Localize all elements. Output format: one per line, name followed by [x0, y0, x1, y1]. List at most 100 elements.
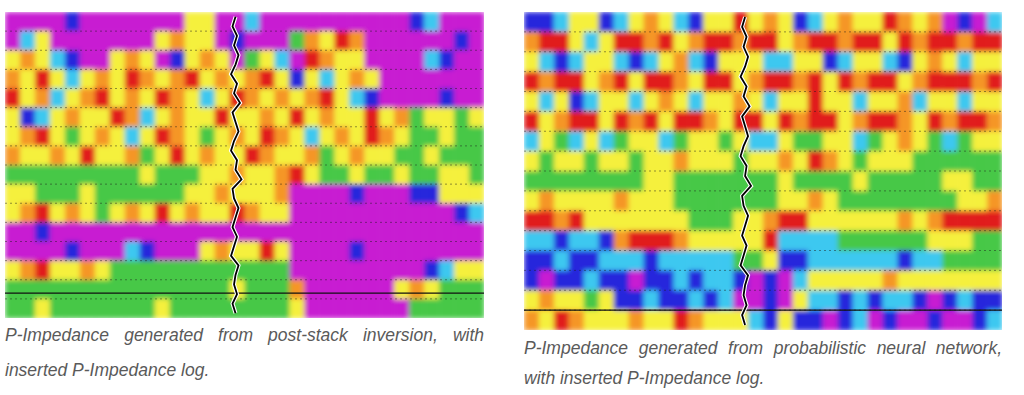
cell [927, 251, 943, 271]
cell [259, 12, 275, 32]
cell [5, 222, 21, 242]
cell [808, 310, 824, 330]
cell [394, 242, 410, 262]
grid-line [5, 69, 484, 70]
cell [703, 52, 719, 72]
plot-area [524, 12, 1002, 330]
cell [125, 261, 141, 281]
cell [868, 290, 884, 310]
cell [349, 280, 365, 300]
cell [942, 191, 958, 211]
cell [65, 146, 81, 166]
cell [110, 261, 126, 281]
cell [65, 50, 81, 70]
cell [125, 69, 141, 89]
cell [20, 12, 36, 32]
cell [883, 231, 899, 251]
cell [140, 261, 156, 281]
cell [912, 111, 928, 131]
cell [823, 111, 839, 131]
cell [823, 251, 839, 271]
cell [838, 92, 854, 112]
cell [364, 50, 380, 70]
cell [349, 146, 365, 166]
cell [644, 290, 660, 310]
cell [50, 184, 66, 204]
cell [718, 231, 734, 251]
cell [838, 310, 854, 330]
cell [987, 171, 1002, 191]
cell [718, 171, 734, 191]
cell [289, 127, 305, 147]
cell [838, 191, 854, 211]
cell [409, 12, 425, 32]
cell [808, 111, 824, 131]
cell [629, 191, 645, 211]
cell [379, 261, 395, 281]
cell [539, 171, 555, 191]
cell [110, 165, 126, 185]
cell [409, 127, 425, 147]
cell [793, 171, 809, 191]
cell [50, 50, 66, 70]
cell [987, 290, 1002, 310]
cell [454, 31, 470, 51]
cell [110, 184, 126, 204]
cell [110, 69, 126, 89]
cell [868, 270, 884, 290]
cell [942, 270, 958, 290]
cell [125, 203, 141, 223]
cell [823, 52, 839, 72]
cell [454, 242, 470, 262]
cell [673, 52, 689, 72]
cell [140, 242, 156, 262]
cell [957, 151, 973, 171]
cell [688, 92, 704, 112]
cell [319, 69, 335, 89]
cell [439, 280, 455, 300]
cell [987, 92, 1002, 112]
cell [334, 203, 350, 223]
cell [170, 280, 186, 300]
cell [424, 184, 440, 204]
cell [629, 151, 645, 171]
cell [539, 72, 555, 92]
cell [289, 146, 305, 166]
grid [524, 32, 1002, 310]
cell [569, 270, 585, 290]
cell [245, 222, 261, 242]
cell [364, 203, 380, 223]
cell [599, 191, 615, 211]
cell [927, 231, 943, 251]
cell [554, 211, 570, 231]
cell [20, 89, 36, 109]
cell [644, 92, 660, 112]
cell [942, 111, 958, 131]
plot-area [5, 12, 484, 318]
cell [454, 69, 470, 89]
cell [778, 270, 794, 290]
cell [838, 32, 854, 52]
cell [80, 31, 96, 51]
cell [927, 191, 943, 211]
cell [912, 151, 928, 171]
cell [469, 184, 484, 204]
cell [763, 231, 779, 251]
cell [912, 310, 928, 330]
cell [65, 222, 81, 242]
cell [245, 50, 261, 70]
cell [942, 151, 958, 171]
cell [80, 50, 96, 70]
cell [170, 261, 186, 281]
cell [897, 211, 913, 231]
cell [469, 108, 484, 128]
cell [185, 89, 201, 109]
cell [584, 151, 600, 171]
cell [554, 310, 570, 330]
cell [170, 222, 186, 242]
figure: P-Impedance generated from post-stack in… [0, 0, 1024, 395]
cell [20, 31, 36, 51]
cell [644, 231, 660, 251]
cell [823, 270, 839, 290]
cell [394, 50, 410, 70]
